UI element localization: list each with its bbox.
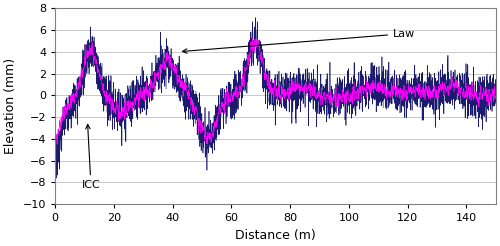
Text: ICC: ICC (82, 124, 100, 190)
Y-axis label: Elevation (mm): Elevation (mm) (4, 58, 17, 154)
Text: Law: Law (182, 29, 416, 53)
X-axis label: Distance (m): Distance (m) (235, 229, 316, 242)
